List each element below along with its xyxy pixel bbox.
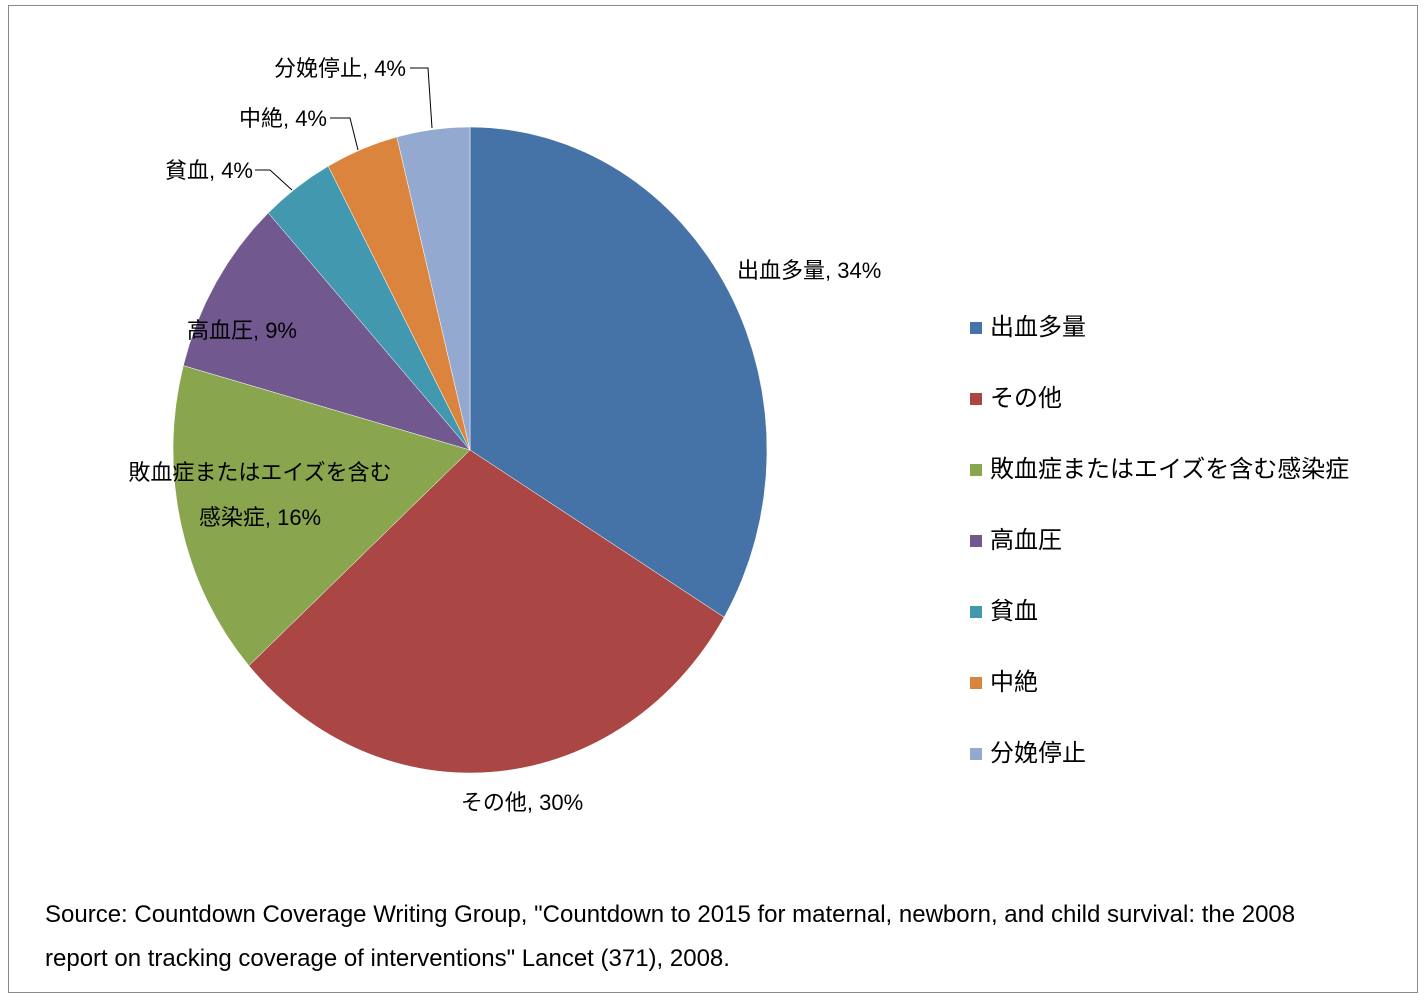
legend-label: 分娩停止 xyxy=(990,740,1086,767)
legend-swatch xyxy=(970,535,982,547)
legend-label: 高血圧 xyxy=(990,527,1062,554)
legend-swatch xyxy=(970,748,982,760)
data-label: 出血多量, 34% xyxy=(737,258,882,283)
pie-slice xyxy=(469,126,768,618)
legend-swatch xyxy=(970,677,982,689)
data-label: 分娩停止, 4% xyxy=(273,56,406,81)
data-label: その他, 30% xyxy=(460,790,584,815)
data-label: 中絶, 4% xyxy=(238,106,327,131)
leader-line xyxy=(410,67,433,129)
pie-slice xyxy=(248,449,725,774)
source-note: Source: Countdown Coverage Writing Group… xyxy=(45,901,1296,972)
pie-slice xyxy=(183,212,471,451)
pie-slice xyxy=(396,126,471,451)
data-label: 高血圧, 9% xyxy=(186,318,297,343)
legend-swatch xyxy=(970,322,982,334)
legend-label: 敗血症またはエイズを含む感染症 xyxy=(990,456,1350,483)
data-label: 敗血症またはエイズを含む感染症, 16% xyxy=(128,460,392,530)
pie-slice xyxy=(172,365,471,666)
leader-line xyxy=(330,117,359,151)
legend-swatch xyxy=(970,464,982,476)
leader-line xyxy=(255,169,293,191)
legend-label: その他 xyxy=(990,385,1062,412)
legend-label: 中絶 xyxy=(990,669,1038,696)
legend-label: 貧血 xyxy=(990,598,1038,625)
chart-frame xyxy=(8,5,1418,993)
legend-swatch xyxy=(970,393,982,405)
legend-swatch xyxy=(970,606,982,618)
legend-label: 出血多量 xyxy=(990,314,1086,341)
data-label: 貧血, 4% xyxy=(164,158,253,183)
